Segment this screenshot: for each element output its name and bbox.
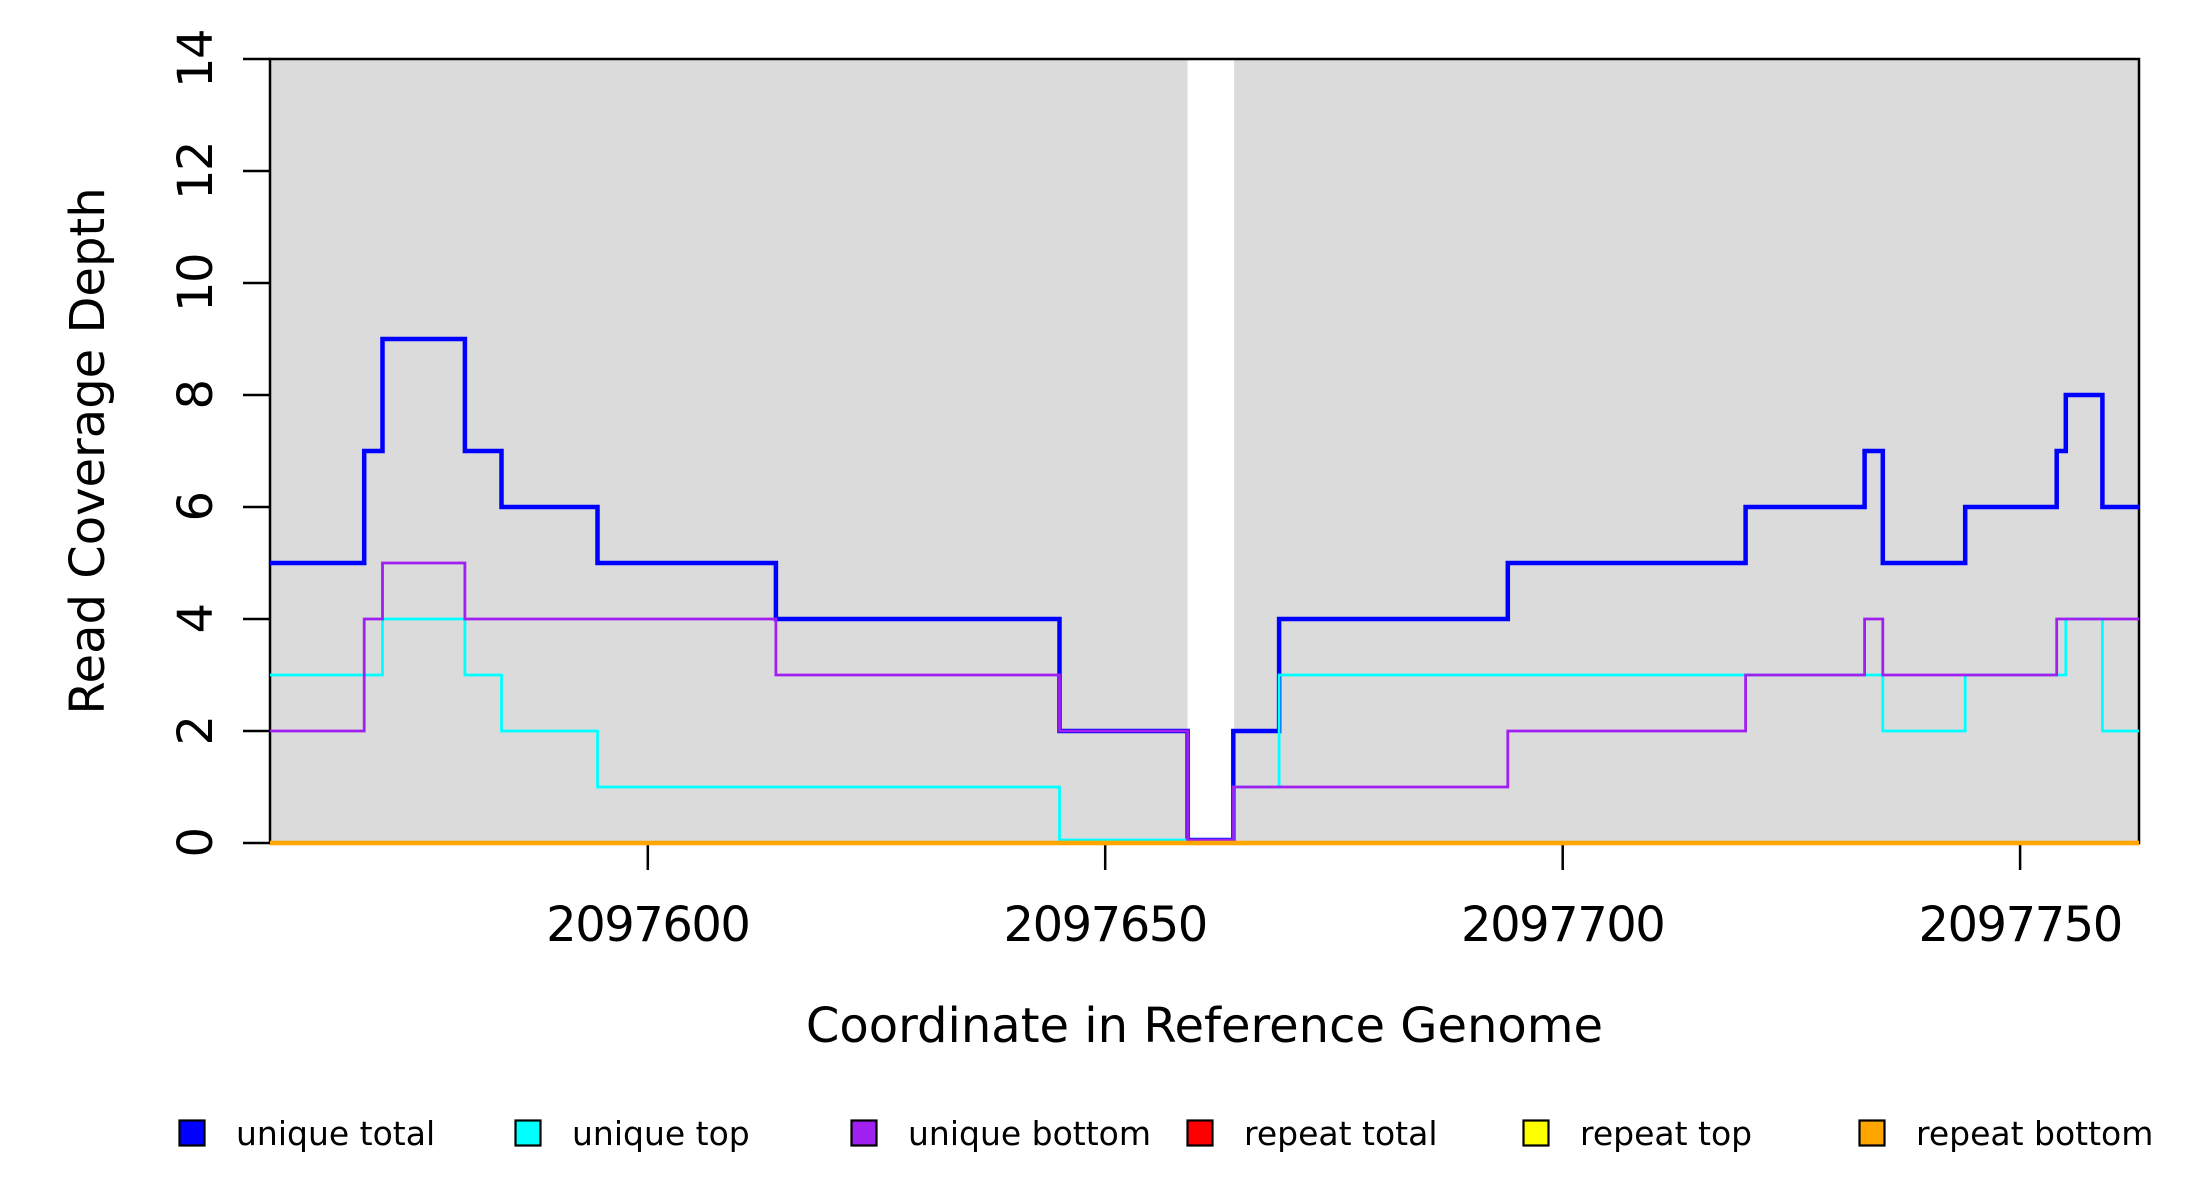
x-tick-label-2097650: 2097650 [1004, 897, 1207, 953]
legend-label-unique-bottom: unique bottom [908, 1114, 1151, 1153]
legend-item-repeat-total: repeat total [1186, 1114, 1438, 1153]
legend-item-unique-bottom: unique bottom [850, 1114, 1151, 1153]
legend-swatch-unique-total [178, 1119, 206, 1147]
y-tick-label-14: 14 [168, 30, 224, 88]
y-tick-label-0: 0 [168, 828, 224, 857]
legend-swatch-unique-bottom [850, 1119, 878, 1147]
series-unique-total [270, 336, 2139, 843]
x-tick-label-2097600: 2097600 [546, 897, 749, 953]
legend-label-repeat-bottom: repeat bottom [1916, 1114, 2153, 1153]
y-tick-label-8: 8 [168, 380, 224, 409]
legend-label-repeat-top: repeat top [1580, 1114, 1752, 1153]
legend-swatch-repeat-total [1186, 1119, 1214, 1147]
legend-label-unique-top: unique top [572, 1114, 750, 1153]
y-axis-title: Read Coverage Depth [60, 187, 116, 714]
legend-item-unique-top: unique top [514, 1114, 750, 1153]
legend-swatch-unique-top [514, 1119, 542, 1147]
y-tick-label-6: 6 [168, 492, 224, 521]
legend-item-repeat-bottom: repeat bottom [1858, 1114, 2153, 1153]
x-tick-label-2097700: 2097700 [1461, 897, 1664, 953]
series-unique-bottom [270, 561, 2139, 842]
legend-swatch-repeat-bottom [1858, 1119, 1886, 1147]
legend-item-unique-total: unique total [178, 1114, 435, 1153]
x-axis-title: Coordinate in Reference Genome [806, 998, 1603, 1054]
y-tick-label-12: 12 [168, 142, 224, 200]
legend-label-repeat-total: repeat total [1244, 1114, 1438, 1153]
legend-label-unique-total: unique total [236, 1114, 435, 1153]
legend-item-repeat-top: repeat top [1522, 1114, 1752, 1153]
y-tick-label-2: 2 [168, 716, 224, 745]
legend-swatch-repeat-top [1522, 1119, 1550, 1147]
y-tick-label-4: 4 [168, 604, 224, 633]
covered-region-right [1234, 59, 2139, 843]
covered-region-left [270, 59, 1188, 843]
y-tick-label-10: 10 [168, 254, 224, 312]
x-tick-label-2097750: 2097750 [1918, 897, 2121, 953]
